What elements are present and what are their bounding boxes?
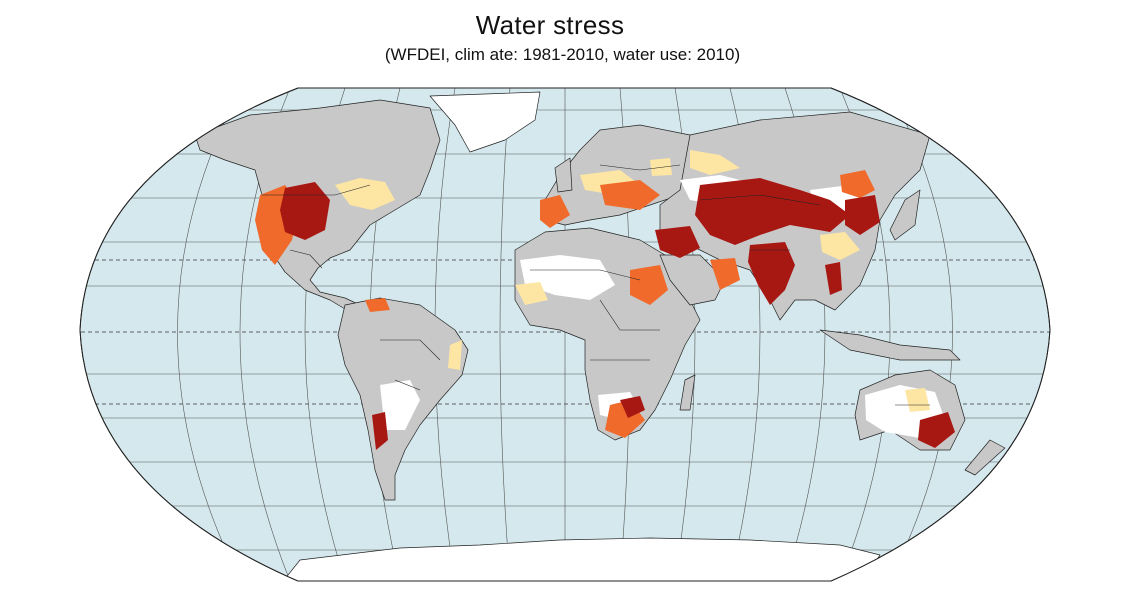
high-stress-areas (255, 170, 875, 438)
antarctica (279, 537, 881, 581)
japan (889, 189, 921, 241)
country-borders (262, 164, 930, 406)
map-subtitle: (WFDEI, clim ate: 1981-2010, water use: … (384, 45, 741, 64)
british-isles (554, 157, 573, 193)
moderate-stress-areas (335, 150, 930, 412)
madagascar (679, 374, 696, 411)
globe-outline (79, 87, 1051, 582)
arabia (659, 254, 726, 306)
greenland (429, 91, 541, 153)
indonesia (819, 329, 961, 361)
new-zealand (964, 439, 1006, 476)
extreme-stress-areas (280, 178, 955, 450)
map-title: Water stress (475, 10, 625, 40)
